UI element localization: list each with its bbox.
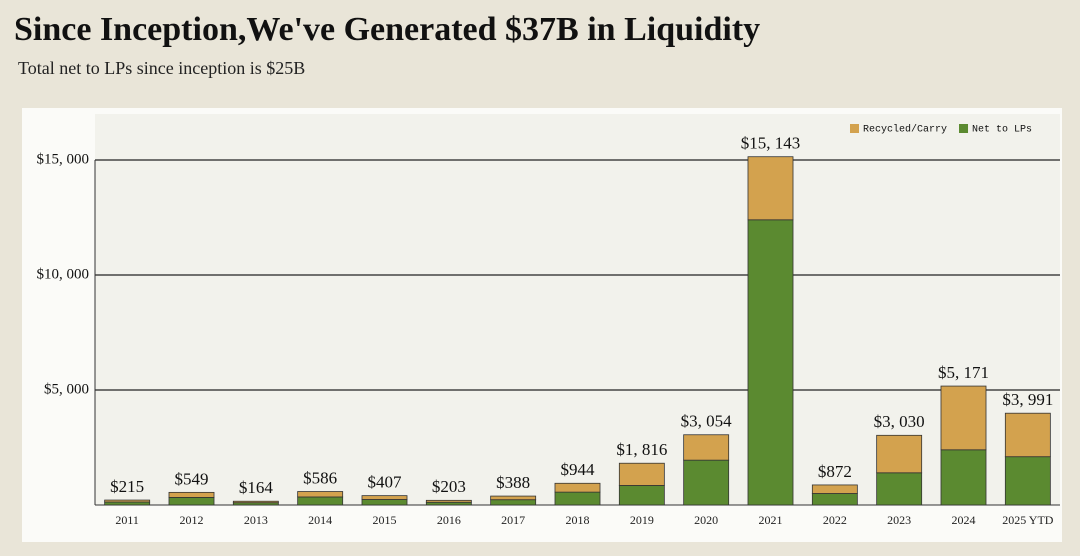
x-tick-label: 2016 [437, 513, 461, 527]
total-label: $944 [561, 460, 596, 479]
x-tick-label: 2022 [823, 513, 847, 527]
bar-segment [876, 472, 923, 506]
legend-swatch [850, 124, 859, 133]
bar-segment [425, 501, 472, 506]
bar-segment [940, 449, 987, 506]
total-label: $3, 054 [681, 412, 733, 431]
y-tick-label: $5, 000 [44, 381, 89, 397]
total-label: $872 [818, 462, 852, 481]
bar-segment [747, 219, 794, 506]
bar-segment [297, 491, 344, 498]
bar-segment [490, 499, 537, 506]
bar-segment [811, 493, 858, 506]
y-tick-label: $10, 000 [37, 266, 90, 282]
total-label: $3, 991 [1002, 390, 1053, 409]
total-label: $3, 030 [874, 412, 925, 431]
total-label: $15, 143 [741, 134, 801, 153]
bar-segment [104, 501, 151, 506]
x-tick-label: 2025 YTD [1002, 513, 1054, 527]
bar-segment [554, 482, 601, 493]
total-label: $5, 171 [938, 363, 989, 382]
bar-segment [425, 499, 472, 503]
bar-segment [618, 462, 665, 486]
total-label: $549 [175, 469, 209, 488]
chart-title: Since Inception,We've Generated $37B in … [14, 11, 760, 48]
bar-segment [1004, 456, 1051, 506]
x-tick-label: 2020 [694, 513, 718, 527]
x-tick-label: 2019 [630, 513, 654, 527]
x-tick-label: 2012 [180, 513, 204, 527]
bar-segment [1004, 412, 1051, 458]
x-tick-label: 2011 [115, 513, 139, 527]
bar-segment [811, 484, 858, 494]
bar-segment [940, 385, 987, 451]
x-tick-label: 2021 [759, 513, 783, 527]
y-tick-label: $15, 000 [37, 151, 90, 167]
x-tick-label: 2024 [952, 513, 976, 527]
bar-segment [232, 500, 279, 504]
x-tick-label: 2015 [373, 513, 397, 527]
x-tick-label: 2013 [244, 513, 268, 527]
bar-segment [683, 434, 730, 461]
legend-swatch [959, 124, 969, 133]
total-label: $407 [368, 473, 403, 492]
bar-segment [490, 495, 537, 501]
legend-label: Recycled/Carry [863, 124, 947, 136]
bar-segment [104, 499, 151, 503]
bar-segment [168, 491, 215, 498]
bar-segment [876, 434, 923, 474]
total-label: $203 [432, 477, 466, 496]
total-label: $164 [239, 478, 274, 497]
bar-segment [683, 459, 730, 506]
x-tick-label: 2023 [887, 513, 911, 527]
bar-segment [747, 156, 794, 221]
x-tick-label: 2014 [308, 513, 332, 527]
bar-segment [618, 485, 665, 506]
total-label: $1, 816 [616, 440, 667, 459]
bar-segment [361, 495, 408, 500]
chart-subtitle: Total net to LPs since inception is $25B [18, 58, 305, 78]
total-label: $388 [496, 473, 530, 492]
x-tick-label: 2017 [501, 513, 525, 527]
bar-segment [554, 491, 601, 506]
legend-label: Net to LPs [972, 125, 1032, 136]
bar-segment [168, 497, 215, 506]
x-tick-label: 2018 [566, 513, 590, 527]
total-label: $215 [110, 477, 144, 496]
bar-segment [297, 496, 344, 506]
bar-segment [361, 499, 408, 506]
total-label: $586 [303, 468, 337, 487]
